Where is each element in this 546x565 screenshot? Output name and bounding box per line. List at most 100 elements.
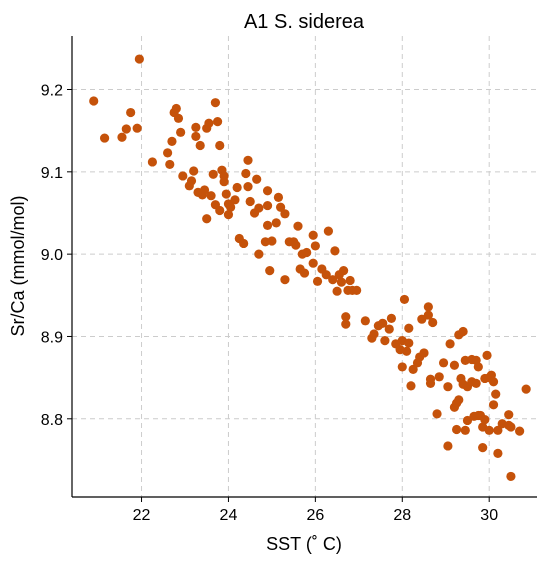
data-point — [488, 400, 499, 410]
data-point — [132, 123, 142, 133]
data-point — [449, 360, 460, 370]
data-point — [173, 113, 184, 123]
data-point — [504, 410, 514, 420]
data-point — [408, 364, 418, 375]
data-point — [230, 195, 240, 205]
data-point — [219, 171, 229, 181]
data-point — [384, 324, 394, 334]
data-point — [454, 395, 464, 405]
data-point — [267, 236, 277, 246]
data-point — [243, 182, 253, 192]
data-point — [332, 286, 342, 296]
data-point — [425, 378, 436, 388]
data-point — [176, 127, 186, 137]
x-tick-label: 28 — [393, 507, 411, 524]
data-point — [186, 176, 197, 186]
x-axis-label: SST (˚ C) — [266, 534, 342, 554]
data-point — [273, 192, 284, 202]
data-point — [206, 191, 216, 201]
data-point — [491, 389, 501, 399]
data-point — [328, 275, 338, 285]
x-tick-label: 24 — [220, 507, 238, 524]
data-point — [341, 312, 351, 322]
data-point — [339, 266, 349, 276]
data-point — [402, 346, 412, 356]
data-point — [254, 203, 264, 213]
data-point — [404, 323, 414, 333]
data-point — [443, 441, 453, 451]
data-point — [280, 275, 290, 285]
data-point — [438, 358, 449, 368]
data-point — [293, 221, 303, 231]
data-point — [515, 426, 525, 436]
data-point — [380, 335, 390, 346]
data-point — [521, 384, 531, 394]
data-point — [428, 317, 438, 328]
data-point — [271, 218, 281, 228]
data-point — [223, 210, 234, 220]
data-point — [210, 98, 221, 108]
data-point — [189, 166, 199, 176]
data-point — [321, 270, 331, 280]
data-point — [280, 209, 290, 219]
data-point — [341, 319, 351, 329]
data-point — [134, 54, 144, 64]
y-tick-label: 8.8 — [41, 412, 63, 429]
data-point — [215, 140, 225, 151]
data-point — [506, 422, 516, 432]
data-point — [471, 378, 481, 388]
data-point — [163, 148, 173, 158]
y-tick-label: 9.0 — [41, 247, 63, 264]
data-points — [89, 54, 531, 482]
data-point — [252, 174, 262, 184]
x-tick-label: 22 — [133, 507, 151, 524]
data-point — [480, 415, 490, 425]
y-axis-label: Sr/Ca (mmol/mol) — [8, 195, 28, 336]
x-tick-label: 26 — [306, 507, 324, 524]
data-point — [262, 220, 273, 230]
data-point — [165, 159, 175, 170]
data-point — [243, 155, 253, 165]
data-point — [265, 266, 275, 276]
data-point — [191, 122, 201, 132]
data-point — [208, 169, 218, 179]
data-point — [488, 377, 499, 387]
y-tick-label: 9.2 — [41, 83, 63, 100]
y-tick-label: 8.9 — [41, 329, 63, 346]
data-point — [423, 310, 433, 320]
data-point — [308, 230, 318, 240]
data-point — [336, 277, 347, 287]
data-point — [493, 448, 503, 458]
data-point — [291, 240, 301, 250]
data-point — [89, 96, 99, 106]
data-point — [434, 372, 444, 382]
data-point — [330, 246, 340, 256]
data-point — [386, 313, 397, 323]
data-point — [443, 382, 453, 392]
data-point — [458, 326, 468, 337]
data-point — [221, 189, 231, 199]
data-point — [275, 202, 286, 212]
data-point — [432, 409, 442, 419]
data-point — [126, 107, 136, 118]
data-point — [167, 136, 177, 146]
data-point — [226, 202, 236, 212]
data-point — [147, 157, 157, 167]
data-point — [369, 329, 379, 339]
data-point — [404, 338, 414, 348]
data-point — [323, 226, 334, 236]
data-point — [445, 339, 455, 349]
data-point — [202, 214, 212, 224]
data-point — [506, 471, 516, 482]
ticks: 22 24 26 28 30 8.8 8.9 9.0 9.1 9.2 — [41, 83, 498, 524]
data-point — [299, 268, 310, 278]
data-point — [473, 362, 483, 372]
data-point — [178, 171, 188, 181]
data-point — [204, 118, 214, 128]
data-point — [452, 424, 462, 435]
chart-title: A1 S. siderea — [244, 11, 365, 33]
data-point — [406, 381, 416, 391]
data-point — [254, 249, 264, 259]
data-point — [423, 302, 433, 312]
